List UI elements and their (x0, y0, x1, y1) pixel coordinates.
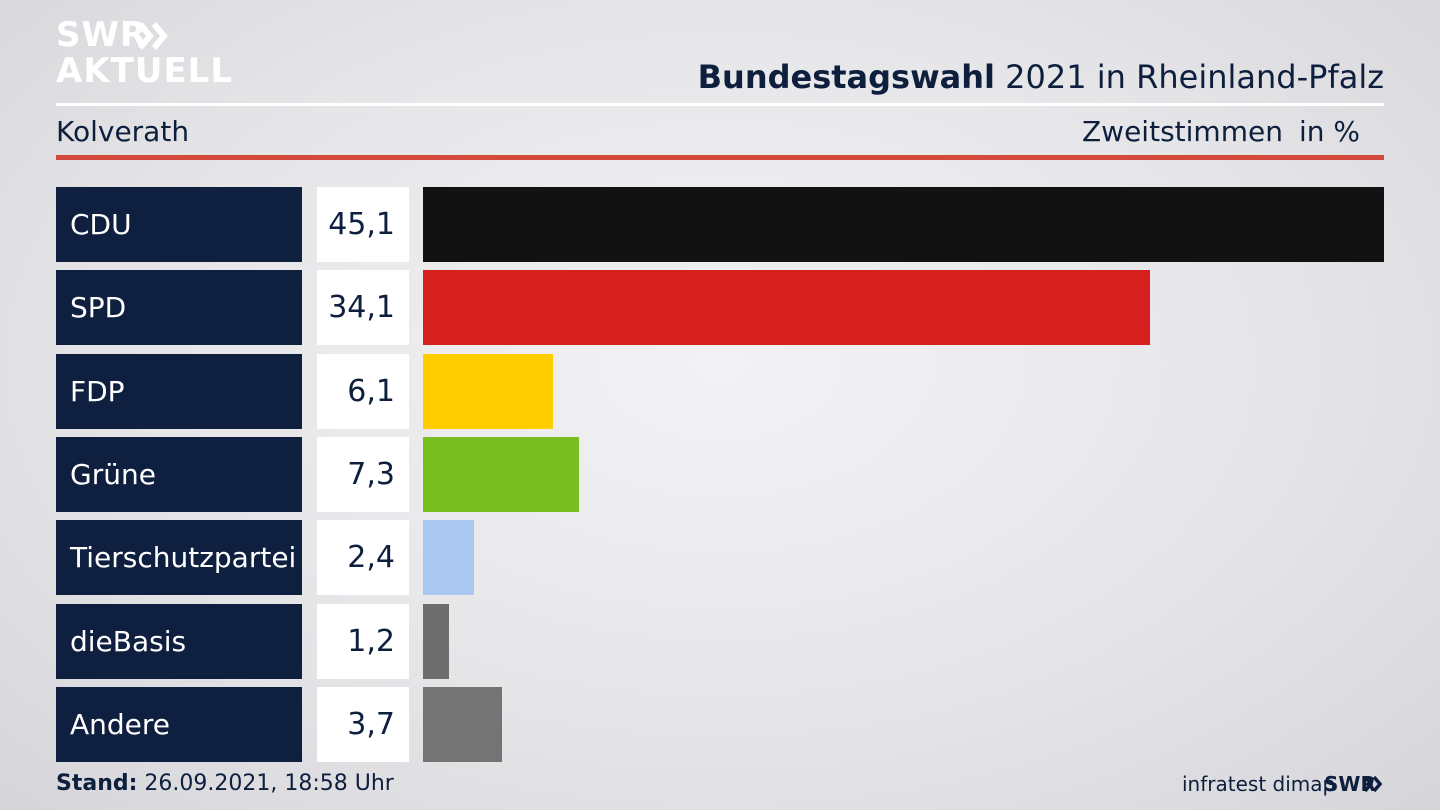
party-label: CDU (56, 187, 302, 262)
bar (423, 270, 1150, 346)
footer-swr-logo: SWR (1324, 772, 1383, 796)
bar (423, 353, 553, 429)
header-divider (56, 103, 1384, 106)
value-label: 45,1 (317, 187, 409, 262)
region-name: Kolverath (56, 115, 190, 148)
bar-row: Andere 3,7 (56, 686, 1384, 762)
footer-logo-text: SWR (1324, 772, 1376, 796)
timestamp-label: Stand: (56, 771, 138, 796)
bar-row: FDP 6,1 (56, 353, 1384, 429)
swr-aktuell-logo: SWR AKTUELL (56, 15, 232, 90)
bar (423, 436, 579, 512)
bar-row: SPD 34,1 (56, 270, 1384, 346)
bar-row: CDU 45,1 (56, 187, 1384, 262)
value-label: 3,7 (317, 686, 409, 762)
party-label: FDP (56, 353, 302, 429)
title-bold: Bundestagswahl (697, 58, 995, 96)
double-chevron-icon (138, 22, 168, 50)
value-label: 6,1 (317, 353, 409, 429)
bar (423, 686, 502, 762)
source-label: infratest dimap (1182, 772, 1336, 796)
vote-type-label: Zweitstimmen (1082, 115, 1283, 148)
party-label: Grüne (56, 436, 302, 512)
bar-row: Tierschutzpartei 2,4 (56, 520, 1384, 596)
logo-line-aktuell: AKTUELL (56, 51, 234, 91)
value-label: 7,3 (317, 436, 409, 512)
bar (423, 603, 449, 679)
title-rest: 2021 in Rheinland-Pfalz (1005, 58, 1384, 96)
timestamp: Stand: 26.09.2021, 18:58 Uhr (56, 771, 394, 796)
bar (423, 187, 1384, 262)
unit-label: in % (1299, 115, 1361, 148)
party-label: Andere (56, 686, 302, 762)
accent-divider (56, 155, 1384, 160)
value-label: 1,2 (317, 603, 409, 679)
value-label: 2,4 (317, 520, 409, 596)
bar (423, 520, 474, 596)
value-label: 34,1 (317, 270, 409, 346)
timestamp-value: 26.09.2021, 18:58 Uhr (144, 771, 394, 796)
party-label: Tierschutzpartei (56, 520, 302, 596)
bar-row: dieBasis 1,2 (56, 603, 1384, 679)
logo-line-swr: SWR (56, 15, 148, 55)
chart-title: Bundestagswahl 2021 in Rheinland-Pfalz (698, 58, 1384, 96)
party-label: dieBasis (56, 603, 302, 679)
bar-row: Grüne 7,3 (56, 436, 1384, 512)
footer-chevron-icon (1364, 776, 1383, 792)
party-label: SPD (56, 270, 302, 346)
